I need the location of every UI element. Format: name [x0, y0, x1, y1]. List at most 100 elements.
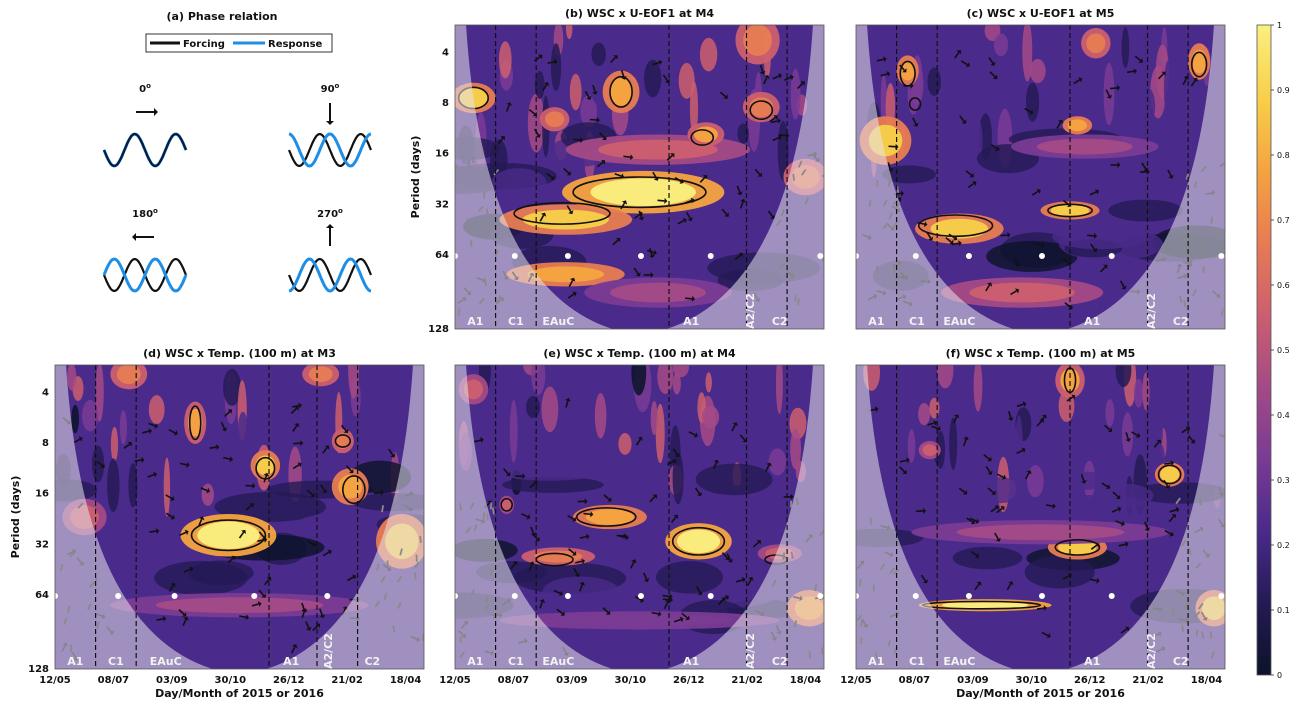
phase-arrow-head [1041, 414, 1047, 419]
phase-arrow-head [737, 191, 743, 196]
phase-arrow [1090, 544, 1098, 550]
event-dot [912, 593, 919, 600]
phase-item-180: 180o [102, 207, 188, 293]
coherence-blob-core [1191, 49, 1207, 74]
phase-arrow-head [1185, 426, 1190, 432]
coi-arrow [814, 583, 818, 592]
event-label: A1 [868, 655, 884, 668]
phase-arrow-head [1043, 605, 1047, 611]
phase-arrow [1013, 257, 1019, 265]
x-tick-label: 30/10 [215, 675, 247, 686]
coherence-blob-core [197, 521, 260, 550]
phase-arrow [1062, 199, 1070, 206]
phase-arrow [1119, 280, 1125, 288]
phase-arrow-head [1041, 242, 1045, 248]
phase-arrow-head [937, 425, 941, 432]
heatmap-area [455, 365, 824, 669]
coi-arrow [779, 262, 786, 270]
phase-arrow [198, 518, 203, 526]
coi-arrow [888, 179, 891, 187]
coi-arrow [485, 208, 489, 216]
contour-line [749, 100, 774, 121]
event-dot [637, 593, 644, 600]
phase-arrow [257, 539, 265, 542]
coherence-panel-d: (d) WSC x Temp. (100 m) at M3 A1 C1 EAuC A1 A… [9, 347, 425, 700]
phase-arrow-head [257, 601, 262, 607]
phase-arrow-head [969, 172, 974, 178]
phase-arrow [142, 430, 150, 434]
texture-mark [768, 448, 787, 476]
coi-arrow [1195, 562, 1202, 569]
coi-arrow [859, 578, 862, 587]
coi-arrow [771, 579, 777, 587]
texture-mark [1105, 399, 1115, 427]
phase-arrow [962, 439, 967, 447]
phase-arrow [779, 134, 787, 137]
texture-mark [82, 400, 99, 432]
texture-mark [1115, 365, 1132, 387]
phase-arrow [1120, 628, 1128, 634]
event-dot [564, 253, 571, 260]
texture-mark [1095, 483, 1154, 508]
phase-arrow-head [1106, 94, 1112, 99]
phase-arrow [762, 77, 768, 85]
coherence-blob-core [597, 139, 718, 160]
phase-arrow [876, 58, 884, 62]
coherence-blob-core [501, 498, 512, 511]
phase-arrow [945, 236, 952, 243]
phase-arrow-head [900, 190, 904, 197]
coi-arrow [790, 551, 794, 559]
x-tick-label: 21/02 [1132, 675, 1164, 686]
y-tick-label: 64 [435, 250, 449, 261]
phase-arrow [96, 460, 103, 467]
coi-arrow [1220, 308, 1224, 316]
phase-arrow-head [652, 494, 657, 499]
phase-arrow [985, 284, 991, 292]
phase-arrow-head [1120, 520, 1125, 527]
coherence-blob-core [609, 78, 634, 106]
phase-arrow-head [352, 574, 357, 580]
phase-arrow-head [777, 134, 782, 141]
texture-mark [655, 403, 665, 464]
texture-mark [980, 40, 995, 77]
phase-arrow [123, 443, 131, 449]
phase-arrow-head [529, 561, 535, 566]
texture-mark [499, 41, 512, 79]
coherence-blob-core [749, 97, 774, 117]
phase-arrow [238, 531, 245, 539]
x-tick-label: 08/07 [498, 675, 530, 686]
phase-arrow [1010, 290, 1017, 296]
coherence-blob-core [548, 614, 731, 627]
phase-arrow [179, 531, 187, 537]
phase-arrow-head [638, 211, 643, 217]
phase-arrow [312, 625, 319, 632]
coi-arrow [887, 639, 892, 647]
phase-arrow [156, 618, 164, 621]
x-tick-label: 08/07 [98, 675, 130, 686]
coherence-blob-core [308, 366, 333, 383]
texture-mark [1052, 224, 1147, 250]
panel-title: (f) WSC x Temp. (100 m) at M5 [946, 347, 1136, 360]
coi-arrow [63, 617, 68, 625]
phase-arrow [952, 416, 958, 424]
y-tick-label: 4 [42, 387, 49, 398]
phase-arrow [912, 117, 917, 125]
phase-arrow [497, 137, 504, 145]
phase-arrow [568, 548, 575, 555]
texture-mark [656, 561, 723, 594]
texture-mark [1029, 58, 1046, 84]
phase-item-0: 0o [102, 82, 188, 168]
phase-arrow-head [902, 469, 907, 474]
coherence-panel-f: (f) WSC x Temp. (100 m) at M5 A1 C1 EAuC A1 A… [840, 347, 1226, 700]
phase-arrow-head [757, 172, 763, 177]
phase-arrow-head [544, 82, 550, 87]
coi-arrow [494, 249, 499, 257]
panel-title: (c) WSC x U-EOF1 at M5 [967, 7, 1115, 20]
phase-arrow [1031, 190, 1039, 196]
event-dot [251, 593, 258, 600]
coi-arrow [484, 603, 490, 611]
texture-mark [672, 452, 684, 505]
phase-arrow [567, 293, 575, 299]
texture-mark [95, 365, 104, 422]
event-label: A2/C2 [744, 633, 757, 669]
